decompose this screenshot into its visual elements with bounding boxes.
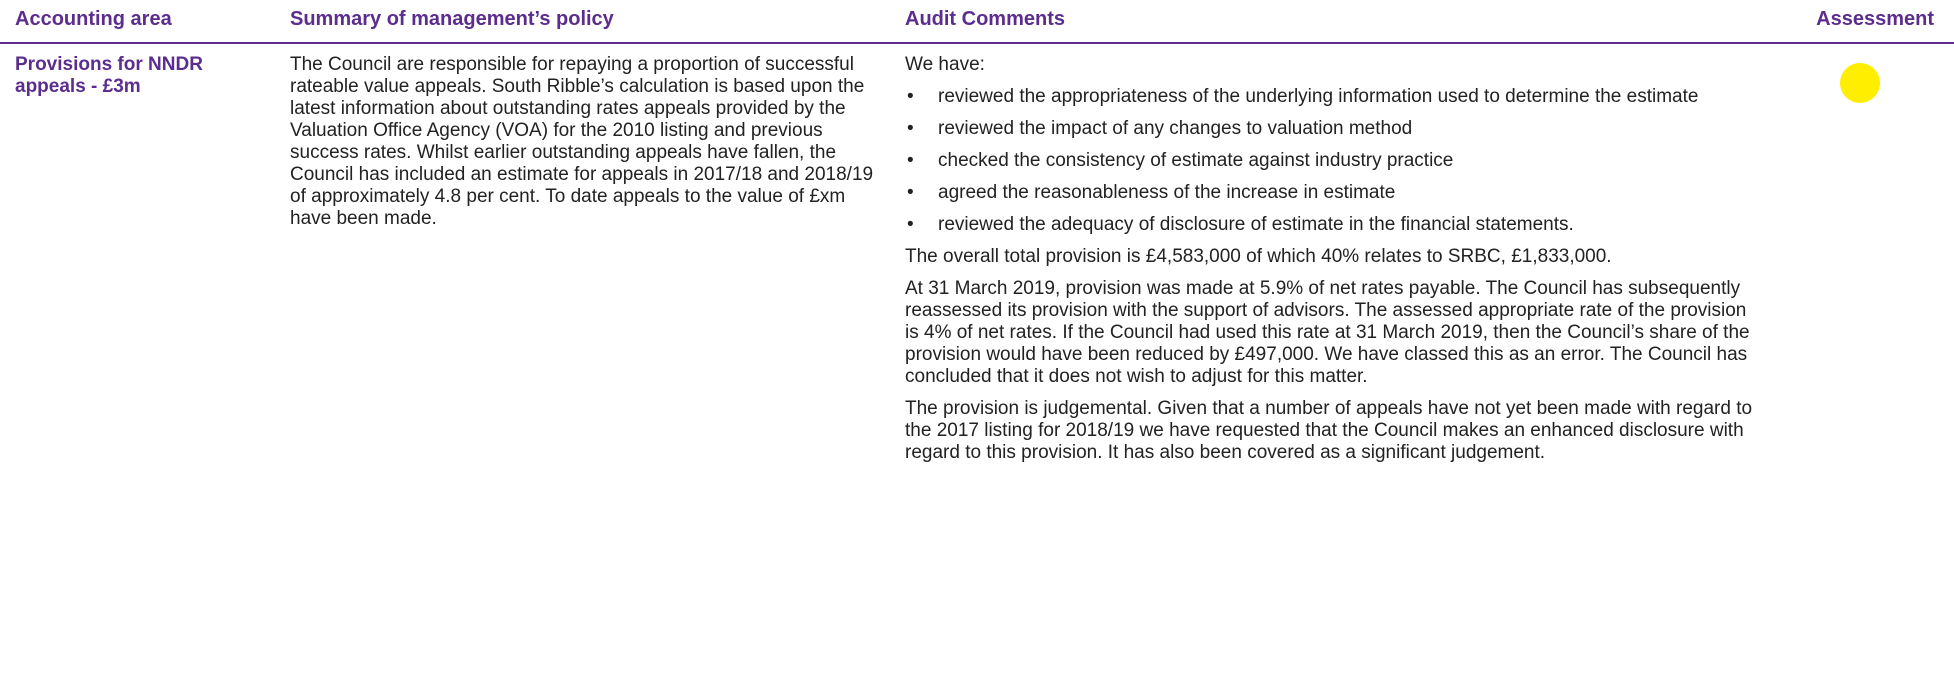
column-header: Summary of management’s policy [290, 8, 614, 30]
audit-bullets: reviewed the appropriateness of the unde… [905, 86, 1755, 236]
audit-comments: We have: reviewed the appropriateness of… [905, 54, 1755, 474]
column-header: Accounting area [15, 8, 172, 30]
audit-paragraph: The provision is judgemental. Given that… [905, 398, 1753, 463]
audit-bullet: checked the consistency of estimate agai… [905, 150, 1755, 172]
assessment-indicator [1840, 63, 1880, 103]
audit-bullet: agreed the reasonableness of the increas… [905, 182, 1755, 204]
policy-text: The Council are responsible for repaying… [290, 54, 874, 229]
column-header: Audit Comments [905, 8, 1065, 30]
audit-paragraph: At 31 March 2019, provision was made at … [905, 278, 1750, 387]
audit-bullet: reviewed the adequacy of disclosure of e… [905, 214, 1755, 236]
accounting-area: Provisions for NNDR appeals - £3m [15, 54, 203, 97]
header-rule [0, 42, 1954, 44]
column-header: Assessment [1816, 8, 1934, 30]
audit-intro: We have: [905, 54, 985, 75]
audit-bullet: reviewed the appropriateness of the unde… [905, 86, 1755, 108]
audit-paragraph: The overall total provision is £4,583,00… [905, 246, 1612, 267]
audit-paragraphs: The overall total provision is £4,583,00… [905, 246, 1755, 464]
audit-bullet: reviewed the impact of any changes to va… [905, 118, 1755, 140]
